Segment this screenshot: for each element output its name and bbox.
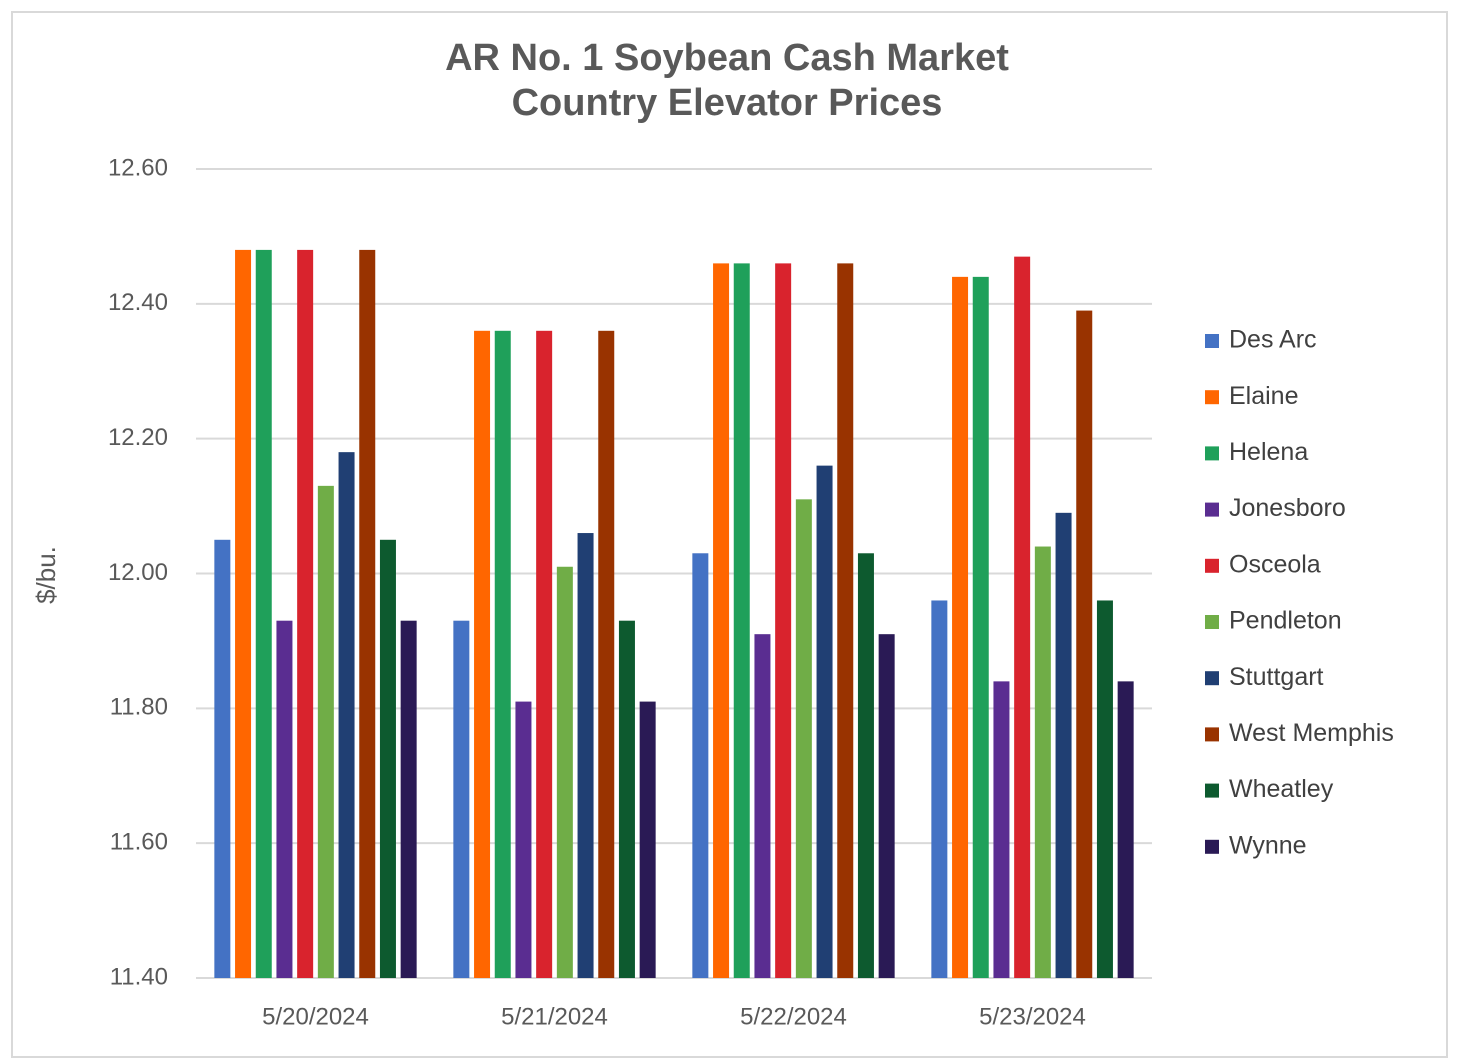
- legend-label: Stuttgart: [1229, 663, 1324, 691]
- bar: [733, 263, 750, 979]
- legend-label: Des Arc: [1229, 326, 1317, 354]
- bar: [692, 553, 709, 978]
- bar: [816, 465, 833, 979]
- bar: [235, 249, 252, 978]
- bar: [837, 263, 854, 979]
- x-tick-label: 5/23/2024: [979, 1003, 1086, 1030]
- y-tick-label: 12.00: [108, 559, 168, 586]
- bar: [1034, 546, 1051, 978]
- legend-swatch: [1205, 615, 1219, 629]
- bar: [993, 681, 1010, 978]
- x-tick-label: 5/22/2024: [740, 1003, 847, 1030]
- bar: [972, 276, 989, 978]
- bar: [1014, 256, 1031, 978]
- bar: [338, 452, 355, 978]
- bar: [379, 539, 396, 978]
- bar: [878, 634, 895, 978]
- bar: [931, 600, 948, 978]
- legend-swatch: [1205, 783, 1219, 798]
- bar: [618, 620, 635, 978]
- chart-title: Country Elevator Prices: [512, 82, 943, 124]
- y-tick-label: 12.20: [108, 424, 168, 451]
- bar: [536, 330, 553, 978]
- legend-label: Jonesboro: [1229, 494, 1346, 522]
- bar: [214, 539, 231, 978]
- bar: [494, 330, 511, 978]
- bar: [255, 249, 272, 978]
- y-tick-label: 11.80: [110, 694, 168, 721]
- legend-label: Elaine: [1229, 382, 1299, 410]
- bar: [1117, 681, 1134, 978]
- chart-title: AR No. 1 Soybean Cash Market: [445, 37, 1009, 79]
- bar: [577, 533, 594, 978]
- bar: [276, 620, 293, 978]
- legend-swatch: [1205, 558, 1219, 573]
- bar: [857, 553, 874, 978]
- bar: [775, 263, 792, 979]
- bar: [556, 566, 573, 978]
- legend-swatch: [1205, 334, 1219, 348]
- bar: [1076, 310, 1093, 978]
- bar: [1096, 600, 1113, 978]
- chart-border: [11, 11, 1448, 1058]
- y-tick-label: 11.60: [110, 829, 168, 856]
- bar: [952, 276, 969, 978]
- legend-swatch: [1205, 446, 1219, 461]
- legend-swatch: [1205, 839, 1219, 854]
- legend-swatch: [1205, 502, 1219, 517]
- bar: [297, 249, 314, 978]
- legend-label: Wynne: [1229, 831, 1307, 859]
- bar: [317, 485, 334, 978]
- bar: [713, 263, 730, 979]
- bar: [515, 701, 532, 978]
- legend-swatch: [1205, 390, 1219, 405]
- legend-label: Osceola: [1229, 550, 1321, 578]
- y-tick-label: 12.40: [108, 289, 168, 316]
- y-tick-label: 11.40: [110, 963, 168, 990]
- legend-swatch: [1205, 727, 1219, 742]
- bar: [754, 634, 771, 978]
- legend-swatch: [1205, 671, 1219, 686]
- legend-label: Wheatley: [1229, 775, 1334, 803]
- legend-label: West Memphis: [1229, 719, 1394, 747]
- x-tick-label: 5/21/2024: [501, 1003, 608, 1030]
- bar: [639, 701, 656, 978]
- bar: [795, 499, 812, 978]
- x-tick-label: 5/20/2024: [262, 1003, 369, 1030]
- bar: [598, 330, 615, 978]
- bar: [359, 249, 376, 978]
- y-tick-label: 12.60: [108, 154, 168, 181]
- bar: [400, 620, 417, 978]
- bar: [474, 330, 491, 978]
- legend-label: Pendleton: [1229, 607, 1342, 635]
- legend-label: Helena: [1229, 438, 1308, 466]
- bar: [453, 620, 470, 978]
- y-axis-label: $/bu.: [31, 546, 61, 604]
- bar: [1055, 512, 1072, 978]
